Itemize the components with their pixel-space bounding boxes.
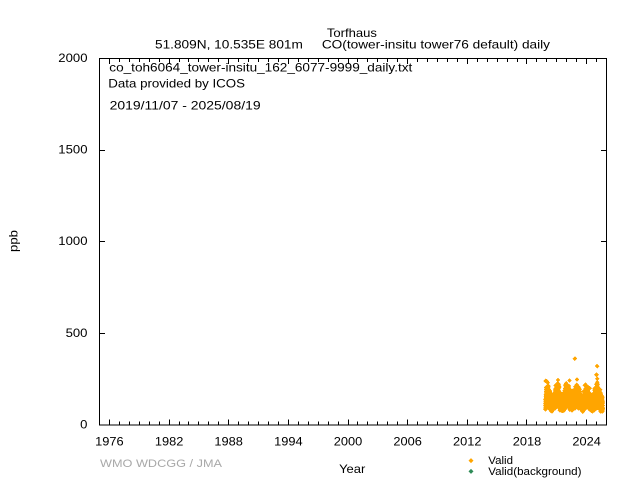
svg-text:2000: 2000 (334, 435, 363, 449)
svg-text:1982: 1982 (155, 435, 184, 449)
svg-text:ppb: ppb (7, 230, 21, 252)
svg-text:1988: 1988 (214, 435, 243, 449)
svg-text:2019/11/07 - 2025/08/19: 2019/11/07 - 2025/08/19 (110, 99, 261, 113)
svg-text:Valid(background): Valid(background) (488, 466, 581, 478)
svg-text:51.809N, 10.535E 801m CO(t: 51.809N, 10.535E 801m CO(tower-insitu to… (155, 38, 550, 52)
svg-text:2006: 2006 (393, 435, 422, 449)
svg-text:Data provided by ICOS: Data provided by ICOS (108, 77, 245, 91)
svg-text:WMO WDCGG / JMA: WMO WDCGG / JMA (100, 458, 223, 470)
svg-text:Valid: Valid (488, 455, 513, 467)
svg-text:0: 0 (80, 418, 88, 432)
svg-text:1000: 1000 (58, 234, 88, 248)
svg-text:1500: 1500 (58, 143, 88, 157)
svg-text:2024: 2024 (572, 435, 601, 449)
svg-text:2018: 2018 (513, 435, 542, 449)
svg-text:500: 500 (66, 326, 88, 340)
svg-text:Torfhaus: Torfhaus (327, 26, 377, 40)
svg-text:1976: 1976 (95, 435, 124, 449)
svg-text:2012: 2012 (453, 435, 482, 449)
svg-text:co_toh6064_tower-insitu_162_60: co_toh6064_tower-insitu_162_6077-9999_da… (109, 61, 413, 75)
svg-text:2000: 2000 (58, 51, 88, 65)
svg-text:1994: 1994 (274, 435, 303, 449)
svg-text:Year: Year (339, 462, 365, 476)
